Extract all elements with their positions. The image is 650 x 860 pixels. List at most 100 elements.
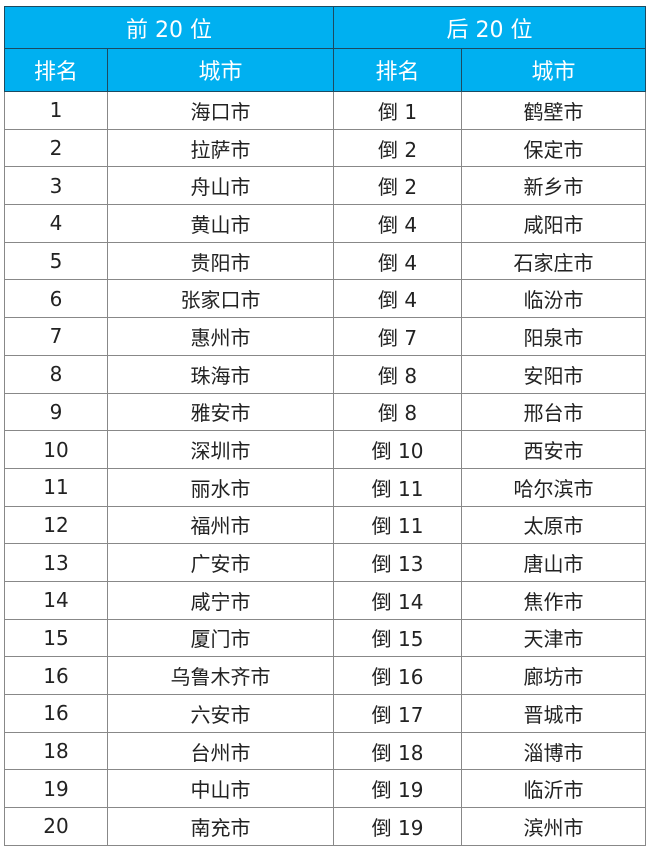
bottom-city-cell: 阳泉市 bbox=[461, 317, 647, 356]
table-row: 12 福州市倒 11 太原市 bbox=[4, 505, 647, 545]
rank-column-header: 排名 bbox=[333, 48, 463, 92]
table-row: 4 黄山市倒 4 咸阳市 bbox=[4, 204, 647, 243]
top-city-cell: 丽水市 bbox=[106, 467, 335, 507]
bottom-rank-cell: 倒 10 bbox=[333, 430, 463, 469]
table-row: 6 张家口市倒 4 临汾市 bbox=[4, 279, 647, 319]
bottom-rank-cell: 倒 2 bbox=[333, 128, 463, 168]
table-row: 10 深圳市倒 10 西安市 bbox=[4, 430, 647, 469]
bottom-city-cell: 廊坊市 bbox=[461, 656, 647, 695]
table-row: 3 舟山市倒 2 新乡市 bbox=[4, 166, 647, 206]
top-city-cell: 舟山市 bbox=[106, 166, 335, 206]
top-city-cell: 广安市 bbox=[106, 543, 335, 582]
bottom-rank-cell: 倒 16 bbox=[333, 656, 463, 695]
top-city-cell: 深圳市 bbox=[106, 430, 335, 469]
table-row: 8 珠海市倒 8 安阳市 bbox=[4, 354, 647, 394]
top-city-cell: 雅安市 bbox=[106, 392, 335, 432]
bottom-rank-cell: 倒 8 bbox=[333, 392, 463, 432]
bottom-city-cell: 天津市 bbox=[461, 618, 647, 658]
bottom-city-cell: 新乡市 bbox=[461, 166, 647, 206]
bottom-rank-cell: 倒 1 bbox=[333, 91, 463, 130]
top-rank-cell: 3 bbox=[4, 166, 108, 206]
top-20-header: 前 20 位 bbox=[3, 6, 335, 49]
top-rank-cell: 1 bbox=[4, 91, 108, 130]
bottom-rank-cell: 倒 19 bbox=[333, 807, 463, 846]
bottom-rank-cell: 倒 18 bbox=[333, 731, 463, 771]
top-rank-cell: 15 bbox=[4, 618, 108, 658]
top-rank-cell: 16 bbox=[4, 694, 108, 733]
top-city-cell: 惠州市 bbox=[106, 317, 335, 356]
top-rank-cell: 5 bbox=[4, 241, 108, 281]
top-rank-cell: 11 bbox=[4, 467, 108, 507]
top-city-cell: 南充市 bbox=[106, 807, 335, 846]
top-city-cell: 张家口市 bbox=[106, 279, 335, 319]
top-rank-cell: 8 bbox=[4, 354, 108, 394]
bottom-rank-cell: 倒 2 bbox=[333, 166, 463, 206]
bottom-city-cell: 滨州市 bbox=[461, 807, 647, 846]
top-city-cell: 海口市 bbox=[106, 91, 335, 130]
table-row: 16 六安市倒 17 晋城市 bbox=[4, 694, 647, 733]
bottom-city-cell: 邢台市 bbox=[461, 392, 647, 432]
table-row: 16 乌鲁木齐市倒 16 廊坊市 bbox=[4, 656, 647, 695]
top-rank-cell: 10 bbox=[4, 430, 108, 469]
bottom-rank-cell: 倒 11 bbox=[333, 467, 463, 507]
top-city-cell: 咸宁市 bbox=[106, 580, 335, 620]
bottom-city-cell: 西安市 bbox=[461, 430, 647, 469]
bottom-city-cell: 临汾市 bbox=[461, 279, 647, 319]
bottom-rank-cell: 倒 4 bbox=[333, 204, 463, 243]
top-city-cell: 中山市 bbox=[106, 769, 335, 809]
table-row: 13 广安市倒 13 唐山市 bbox=[4, 543, 647, 582]
table-row: 9 雅安市倒 8 邢台市 bbox=[4, 392, 647, 432]
city-column-header: 城市 bbox=[106, 48, 335, 92]
top-rank-cell: 19 bbox=[4, 769, 108, 809]
bottom-city-cell: 焦作市 bbox=[461, 580, 647, 620]
table-row: 15 厦门市倒 15 天津市 bbox=[4, 618, 647, 658]
top-city-cell: 珠海市 bbox=[106, 354, 335, 394]
top-city-cell: 拉萨市 bbox=[106, 128, 335, 168]
bottom-city-cell: 咸阳市 bbox=[461, 204, 647, 243]
bottom-rank-cell: 倒 15 bbox=[333, 618, 463, 658]
bottom-rank-cell: 倒 8 bbox=[333, 354, 463, 394]
city-column-header: 城市 bbox=[461, 48, 647, 92]
top-city-cell: 贵阳市 bbox=[106, 241, 335, 281]
bottom-city-cell: 淄博市 bbox=[461, 731, 647, 771]
table-row: 2 拉萨市倒 2 保定市 bbox=[4, 128, 647, 168]
top-rank-cell: 4 bbox=[4, 204, 108, 243]
bottom-rank-cell: 倒 7 bbox=[333, 317, 463, 356]
bottom-city-cell: 鹤壁市 bbox=[461, 91, 647, 130]
top-rank-cell: 2 bbox=[4, 128, 108, 168]
bottom-rank-cell: 倒 4 bbox=[333, 241, 463, 281]
ranking-table: 前 20 位 后 20 位 排名 城市 排名 城市 1 海口市倒 1 鹤壁市 2 拉萨市… bbox=[3, 6, 647, 846]
bottom-city-cell: 哈尔滨市 bbox=[461, 467, 647, 507]
bottom-rank-cell: 倒 13 bbox=[333, 543, 463, 582]
table-row: 11 丽水市倒 11 哈尔滨市 bbox=[4, 467, 647, 507]
top-rank-cell: 6 bbox=[4, 279, 108, 319]
top-city-cell: 乌鲁木齐市 bbox=[106, 656, 335, 695]
top-city-cell: 六安市 bbox=[106, 694, 335, 733]
table-row: 18 台州市倒 18 淄博市 bbox=[4, 731, 647, 771]
top-rank-cell: 12 bbox=[4, 505, 108, 545]
top-rank-cell: 7 bbox=[4, 317, 108, 356]
bottom-20-header: 后 20 位 bbox=[333, 6, 647, 49]
bottom-city-cell: 晋城市 bbox=[461, 694, 647, 733]
top-rank-cell: 13 bbox=[4, 543, 108, 582]
top-rank-cell: 20 bbox=[4, 807, 108, 846]
bottom-city-cell: 唐山市 bbox=[461, 543, 647, 582]
table-row: 20 南充市倒 19 滨州市 bbox=[4, 807, 647, 846]
table-row: 19 中山市倒 19 临沂市 bbox=[4, 769, 647, 809]
top-city-cell: 黄山市 bbox=[106, 204, 335, 243]
bottom-city-cell: 安阳市 bbox=[461, 354, 647, 394]
bottom-city-cell: 石家庄市 bbox=[461, 241, 647, 281]
table-row: 7 惠州市倒 7 阳泉市 bbox=[4, 317, 647, 356]
bottom-city-cell: 保定市 bbox=[461, 128, 647, 168]
bottom-rank-cell: 倒 11 bbox=[333, 505, 463, 545]
top-rank-cell: 14 bbox=[4, 580, 108, 620]
table-row: 5 贵阳市倒 4 石家庄市 bbox=[4, 241, 647, 281]
rank-column-header: 排名 bbox=[4, 48, 108, 92]
top-city-cell: 台州市 bbox=[106, 731, 335, 771]
top-rank-cell: 18 bbox=[4, 731, 108, 771]
bottom-rank-cell: 倒 17 bbox=[333, 694, 463, 733]
bottom-city-cell: 太原市 bbox=[461, 505, 647, 545]
top-rank-cell: 9 bbox=[4, 392, 108, 432]
bottom-rank-cell: 倒 4 bbox=[333, 279, 463, 319]
top-rank-cell: 16 bbox=[4, 656, 108, 695]
